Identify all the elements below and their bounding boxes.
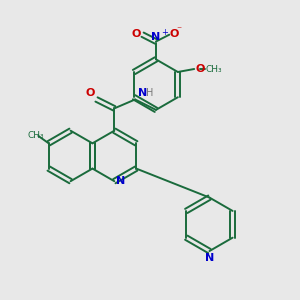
Text: ⁻: ⁻ <box>176 25 181 35</box>
Text: +: + <box>161 28 168 37</box>
Text: CH₃: CH₃ <box>28 131 44 140</box>
Text: O: O <box>85 88 95 98</box>
Text: N: N <box>151 32 160 41</box>
Text: H: H <box>146 88 154 98</box>
Text: CH₃: CH₃ <box>206 64 222 74</box>
Text: O: O <box>196 64 205 74</box>
Text: O: O <box>132 29 141 39</box>
Text: N: N <box>205 253 214 262</box>
Text: N: N <box>137 88 147 98</box>
Text: O: O <box>170 29 179 39</box>
Text: N: N <box>116 176 125 186</box>
